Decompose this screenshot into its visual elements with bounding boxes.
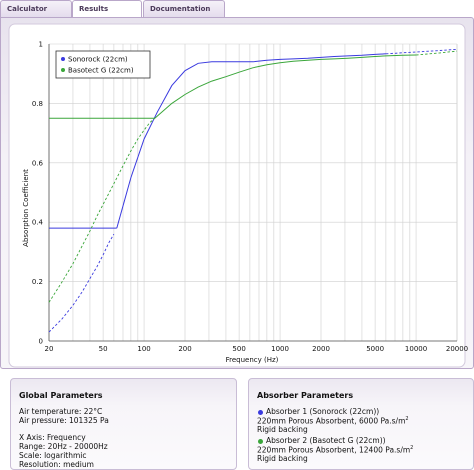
basotect-measured-line xyxy=(154,54,417,119)
legend: Sonorock (22cm) Basotect G (22cm) xyxy=(55,50,151,79)
y-tick-label: 0.4 xyxy=(32,219,44,227)
basotect-extrapolated-high-line xyxy=(416,50,458,56)
absorber-1-heading: Absorber 1 (Sonorock (22cm)) xyxy=(266,407,380,416)
air-temperature: Air temperature: 22°C xyxy=(19,407,103,416)
range-setting: Range: 20Hz - 20000Hz xyxy=(19,442,108,451)
resolution-setting: Resolution: medium xyxy=(19,460,94,469)
y-tick-label: 1 xyxy=(39,41,43,49)
absorption-chart: 20 50 100 200 500 1000 2000 5000 10000 20000 0 0.2 0… xyxy=(8,23,468,368)
absorber-2-heading: Absorber 2 (Basotect G (22cm)) xyxy=(266,436,386,445)
x-axis-label: Frequency (Hz) xyxy=(226,356,279,364)
tab-bar: Calculator Results Documentation xyxy=(0,0,474,18)
legend-label-sonorock: Sonorock (22cm) xyxy=(68,56,128,64)
x-tick-label: 100 xyxy=(137,345,150,353)
x-axis-setting: X Axis: Frequency xyxy=(19,433,86,442)
x-tick-label: 2000 xyxy=(312,345,330,353)
y-tick-label: 0.6 xyxy=(32,159,44,167)
y-axis-label: Absorption Coefficient xyxy=(22,169,30,247)
x-tick-label: 5000 xyxy=(366,345,384,353)
x-tick-label: 1000 xyxy=(271,345,289,353)
absorber-1-marker xyxy=(258,410,263,415)
air-pressure: Air pressure: 101325 Pa xyxy=(19,416,109,425)
absorber-1-backing: Rigid backing xyxy=(257,425,308,434)
global-parameters-panel: Global Parameters Air temperature: 22°C … xyxy=(10,378,237,470)
legend-marker-basotect xyxy=(61,68,65,72)
sonorock-extrapolated-high-line xyxy=(385,48,458,55)
tab-results[interactable]: Results xyxy=(72,0,142,18)
absorber-2-marker xyxy=(258,439,263,444)
basotect-extrapolated-low-line xyxy=(48,117,156,303)
x-tick-label: 50 xyxy=(99,345,108,353)
y-tick-label: 0.8 xyxy=(32,100,43,108)
y-tick-label: 0.2 xyxy=(32,278,43,286)
absorber-2-description: 220mm Porous Absorbent, 12400 Pa.s/m2 xyxy=(257,445,414,455)
legend-label-basotect: Basotect G (22cm) xyxy=(68,67,134,75)
x-tick-label: 10000 xyxy=(405,345,427,353)
y-tick-label: 0 xyxy=(39,338,43,346)
tab-calculator[interactable]: Calculator xyxy=(0,0,72,17)
tab-documentation[interactable]: Documentation xyxy=(143,0,225,17)
global-parameters-title: Global Parameters xyxy=(19,391,103,400)
x-tick-label: 200 xyxy=(178,345,191,353)
absorber-1-description: 220mm Porous Absorbent, 6000 Pa.s/m2 xyxy=(257,416,409,426)
x-tick-label: 20 xyxy=(45,345,54,353)
absorber-parameters-title: Absorber Parameters xyxy=(257,391,354,400)
sonorock-extrapolated-low-line xyxy=(48,233,115,333)
absorber-parameters-panel: Absorber Parameters Absorber 1 (Sonorock… xyxy=(248,378,474,470)
absorber-2-backing: Rigid backing xyxy=(257,454,308,463)
x-tick-label: 500 xyxy=(232,345,245,353)
sonorock-measured-line xyxy=(116,53,386,229)
scale-setting: Scale: logarithmic xyxy=(19,451,87,460)
x-tick-label: 20000 xyxy=(446,345,468,353)
legend-marker-sonorock xyxy=(61,57,65,61)
results-panel: 20 50 100 200 500 1000 2000 5000 10000 20000 0 0.2 0… xyxy=(0,17,474,369)
